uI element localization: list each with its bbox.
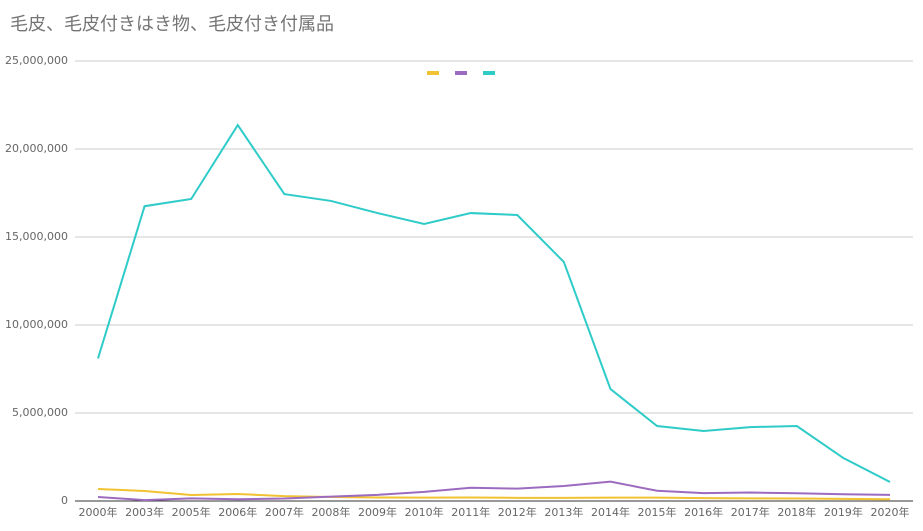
y-tick-label: 20,000,000 (5, 142, 68, 155)
legend-swatch (427, 71, 439, 75)
x-tick-label: 2014年 (591, 505, 630, 519)
y-tick-label: 10,000,000 (5, 318, 68, 331)
series-line (97, 480, 891, 502)
x-tick-label: 2017年 (731, 505, 770, 519)
legend-swatch (483, 71, 495, 75)
y-tick-label: 15,000,000 (5, 230, 68, 243)
x-tick-label: 2005年 (172, 505, 211, 519)
x-tick-label: 2008年 (311, 505, 350, 519)
chart-title: 毛皮、毛皮付きはき物、毛皮付き付属品 (10, 14, 334, 35)
x-tick-label: 2015年 (638, 505, 677, 519)
x-tick-label: 2003年 (125, 505, 164, 519)
x-tick-label: 2000年 (79, 505, 118, 519)
x-tick-label: 2006年 (218, 505, 257, 519)
x-tick-label: 2007年 (265, 505, 304, 519)
x-tick-label: 2011年 (451, 505, 490, 519)
x-tick-label: 2020年 (871, 505, 910, 519)
series-line (97, 123, 891, 483)
y-tick-label: 5,000,000 (12, 406, 68, 419)
y-tick-label: 25,000,000 (5, 54, 68, 67)
x-tick-label: 2019年 (824, 505, 863, 519)
x-tick-label: 2013年 (544, 505, 583, 519)
x-tick-label: 2018年 (777, 505, 816, 519)
legend-swatch (455, 71, 467, 75)
x-tick-label: 2012年 (498, 505, 537, 519)
series-line (97, 488, 891, 501)
x-tick-label: 2009年 (358, 505, 397, 519)
x-tick-label: 2016年 (684, 505, 723, 519)
x-tick-label: 2010年 (405, 505, 444, 519)
y-tick-label: 0 (61, 494, 68, 507)
